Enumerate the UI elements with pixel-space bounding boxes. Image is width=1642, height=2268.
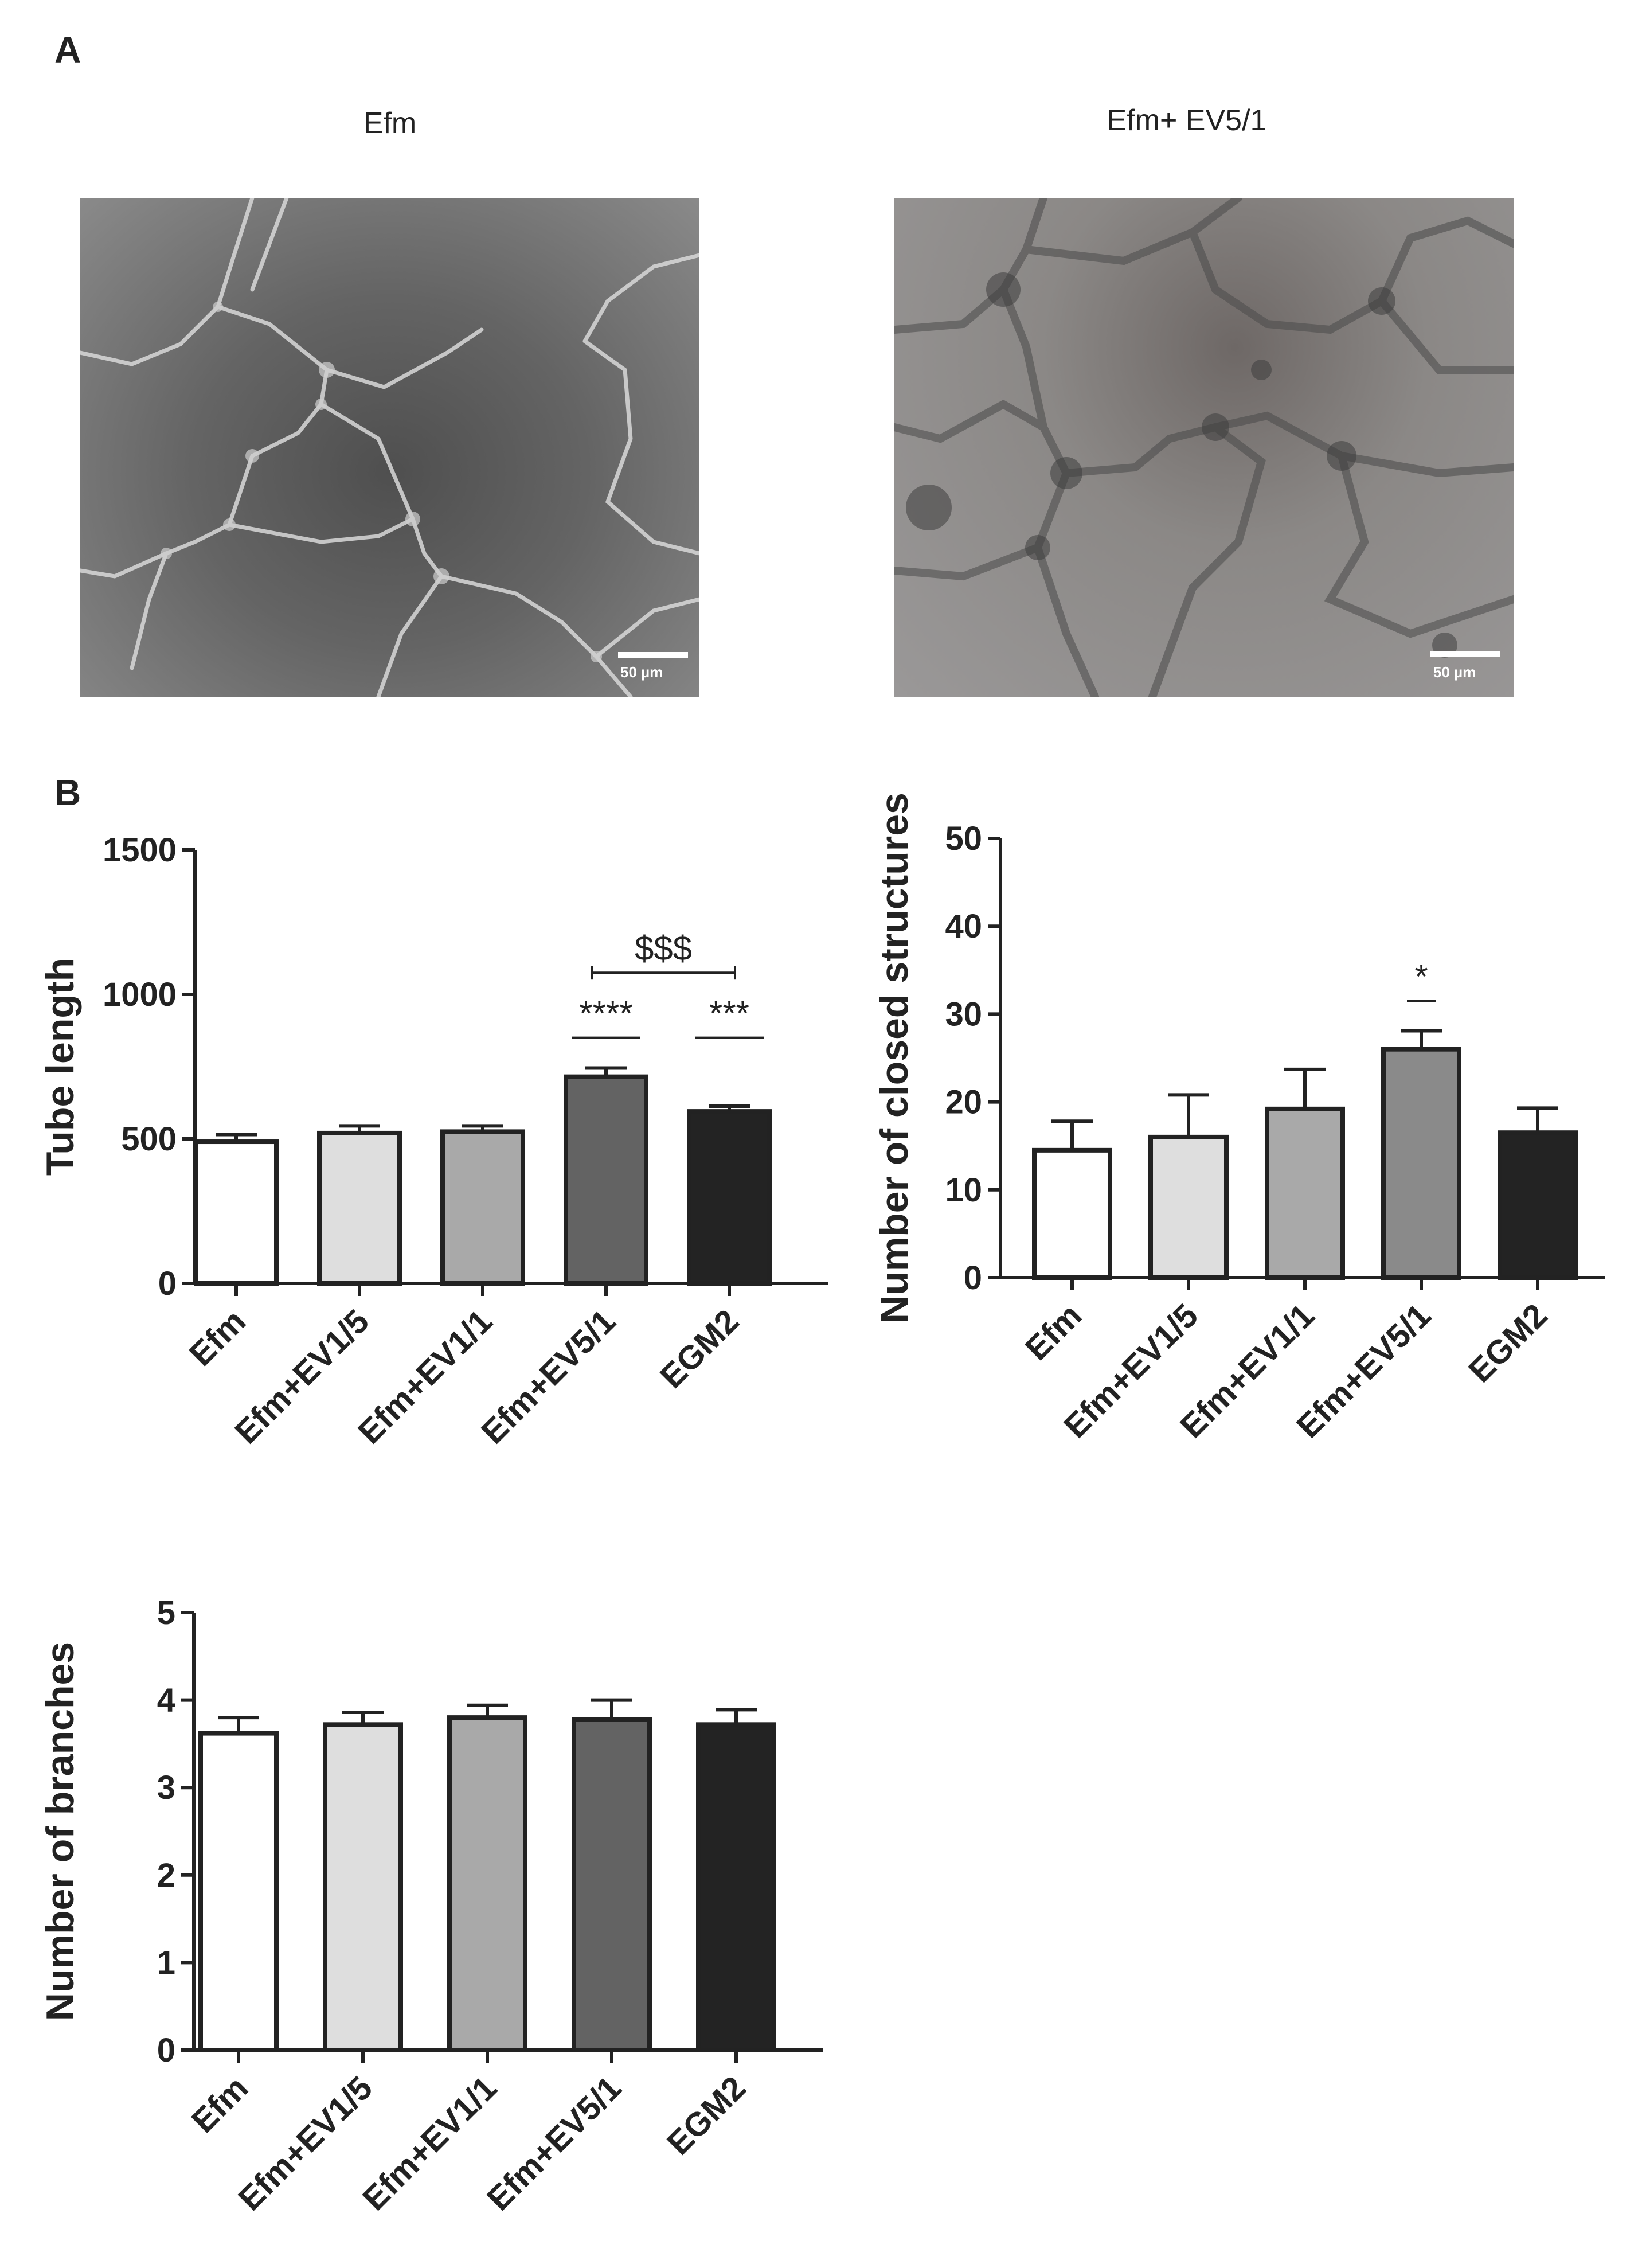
y-tick-label: 1000 bbox=[103, 976, 177, 1013]
bar bbox=[696, 1722, 776, 2052]
x-tick-label: EGM2 bbox=[653, 1302, 746, 1395]
scale-bar-label: 50 µm bbox=[620, 663, 663, 681]
bar bbox=[198, 1731, 279, 2052]
scale-bar bbox=[618, 652, 688, 658]
significance-label: *** bbox=[709, 994, 749, 1033]
x-tick-label: Efm bbox=[182, 1302, 253, 1373]
y-tick-label: 3 bbox=[157, 1769, 175, 1806]
bar bbox=[1265, 1106, 1345, 1280]
micrograph-title-efm-ev51: Efm+ EV5/1 bbox=[1107, 104, 1267, 137]
y-tick-label: 1 bbox=[157, 1944, 175, 1981]
significance-label: **** bbox=[579, 994, 632, 1033]
y-tick-label: 5 bbox=[157, 1594, 175, 1631]
y-axis-label: Tube length bbox=[38, 958, 82, 1176]
x-tick-label: Efm+EV1/5 bbox=[231, 2069, 380, 2218]
y-tick-label: 30 bbox=[945, 996, 982, 1033]
y-tick-label: 0 bbox=[157, 2032, 175, 2069]
y-tick-label: 2 bbox=[157, 1857, 175, 1894]
tube-network-efm-ev51 bbox=[894, 198, 1514, 697]
x-tick-label: EGM2 bbox=[660, 2069, 753, 2162]
x-tick-label: Efm bbox=[1018, 1297, 1089, 1367]
micrograph-efm-ev51: 50 µm bbox=[894, 198, 1514, 697]
y-tick-label: 0 bbox=[964, 1259, 982, 1297]
y-axis-label: Number of closed structures bbox=[873, 793, 916, 1324]
significance-label: $$$ bbox=[635, 929, 692, 967]
y-tick-label: 1500 bbox=[103, 832, 177, 869]
bar bbox=[1148, 1134, 1229, 1280]
bar bbox=[1032, 1147, 1112, 1280]
bar bbox=[323, 1722, 403, 2052]
x-tick-label: Efm+EV5/1 bbox=[480, 2069, 628, 2218]
bar bbox=[564, 1074, 648, 1286]
y-tick-label: 50 bbox=[945, 820, 982, 857]
bar bbox=[687, 1109, 772, 1286]
y-tick-label: 10 bbox=[945, 1172, 982, 1209]
bar bbox=[317, 1130, 402, 1286]
scale-bar bbox=[1430, 651, 1500, 657]
x-tick-label: Efm+EV1/1 bbox=[351, 1302, 499, 1451]
x-tick-label: Efm+EV1/5 bbox=[228, 1302, 376, 1451]
scale-bar-label: 50 µm bbox=[1433, 663, 1476, 681]
x-tick-label: EGM2 bbox=[1461, 1297, 1554, 1389]
bar bbox=[1381, 1047, 1461, 1281]
x-tick-label: Efm+EV1/1 bbox=[355, 2069, 504, 2218]
y-tick-label: 20 bbox=[945, 1084, 982, 1121]
bar bbox=[194, 1139, 279, 1286]
chart-2: 0 10 20 30 40 50 Number of closed structures Ef… bbox=[873, 793, 1605, 1445]
tube-network-efm bbox=[80, 198, 699, 697]
micrograph-title-efm: Efm bbox=[363, 107, 417, 140]
bar bbox=[440, 1129, 525, 1286]
y-tick-label: 4 bbox=[157, 1682, 175, 1719]
y-tick-label: 500 bbox=[121, 1121, 177, 1158]
bar bbox=[447, 1715, 527, 2053]
x-tick-label: Efm bbox=[185, 2069, 255, 2140]
panel-label-a: A bbox=[54, 29, 81, 71]
micrograph-efm: 50 µm bbox=[80, 198, 699, 697]
significance-label: * bbox=[1414, 957, 1428, 996]
bar bbox=[572, 1717, 652, 2053]
x-tick-label: Efm+EV5/1 bbox=[474, 1302, 623, 1451]
y-tick-label: 0 bbox=[158, 1265, 177, 1302]
y-axis-label: Number of branches bbox=[38, 1642, 82, 2021]
y-tick-label: 40 bbox=[945, 908, 982, 945]
panel-label-b: B bbox=[54, 772, 81, 813]
bar bbox=[1498, 1130, 1578, 1280]
